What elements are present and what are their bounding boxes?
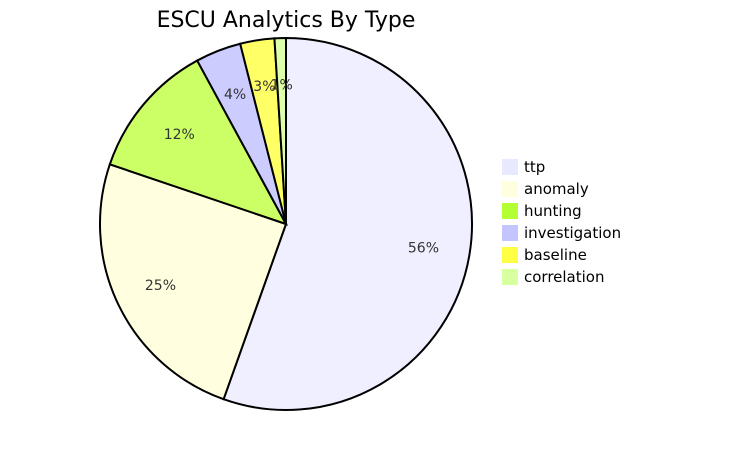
legend-label-anomaly: anomaly xyxy=(524,180,589,198)
legend-label-correlation: correlation xyxy=(524,268,605,286)
legend-swatch-ttp xyxy=(502,159,518,175)
pie-slice-anomaly xyxy=(99,163,288,401)
legend-label-baseline: baseline xyxy=(524,246,587,264)
pie-slice-correlation xyxy=(273,36,287,225)
legend-swatch-correlation xyxy=(502,269,518,285)
pie-slices xyxy=(99,36,473,411)
slice-label-anomaly: 25% xyxy=(145,278,176,294)
slice-label-correlation: 1% xyxy=(271,78,293,94)
legend-swatch-baseline xyxy=(502,247,518,263)
slice-labels: 56% 25% 12% 4% 3%1% xyxy=(145,78,439,294)
pie-slice-ttp xyxy=(222,36,473,411)
legend-label-ttp: ttp xyxy=(524,158,545,176)
slice-label-baseline: 3% xyxy=(253,79,275,95)
slice-label-investigation: 4% xyxy=(224,87,246,103)
legend-swatch-investigation xyxy=(502,225,518,241)
legend-label-hunting: hunting xyxy=(524,202,582,220)
legend-label-investigation: investigation xyxy=(524,224,621,242)
slice-label-ttp: 56% xyxy=(408,241,439,257)
chart-title: ESCU Analytics By Type xyxy=(157,8,416,33)
legend-swatch-hunting xyxy=(502,203,518,219)
pie-slice-hunting xyxy=(108,59,289,226)
legend-swatch-anomaly xyxy=(502,181,518,197)
legend: ttp anomaly hunting investigation baseline co… xyxy=(502,158,621,286)
slice-label-hunting: 12% xyxy=(164,127,195,143)
